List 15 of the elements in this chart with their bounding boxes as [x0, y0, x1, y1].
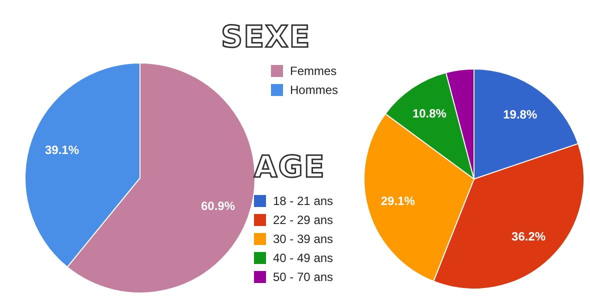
legend-label: 18 - 21 ans	[273, 194, 334, 208]
legend-label: Femmes	[290, 64, 337, 78]
legend-label: 30 - 39 ans	[273, 232, 334, 246]
data-label: 60.9%	[200, 198, 236, 213]
legend-label: 22 - 29 ans	[273, 212, 334, 226]
legend-label: 40 - 49 ans	[273, 250, 334, 264]
legend-label: Hommes	[290, 82, 338, 96]
data-label: 19.8%	[503, 108, 538, 122]
data-label: 29.1%	[380, 194, 416, 208]
text: AGE	[254, 150, 326, 185]
data-label: 36.2%	[512, 229, 546, 244]
data-label: 39.1%	[44, 143, 80, 158]
chart-title: SEXE	[221, 20, 312, 55]
data-label: 10.8%	[412, 106, 447, 120]
legend-label: 50 - 70 ans	[273, 270, 334, 284]
